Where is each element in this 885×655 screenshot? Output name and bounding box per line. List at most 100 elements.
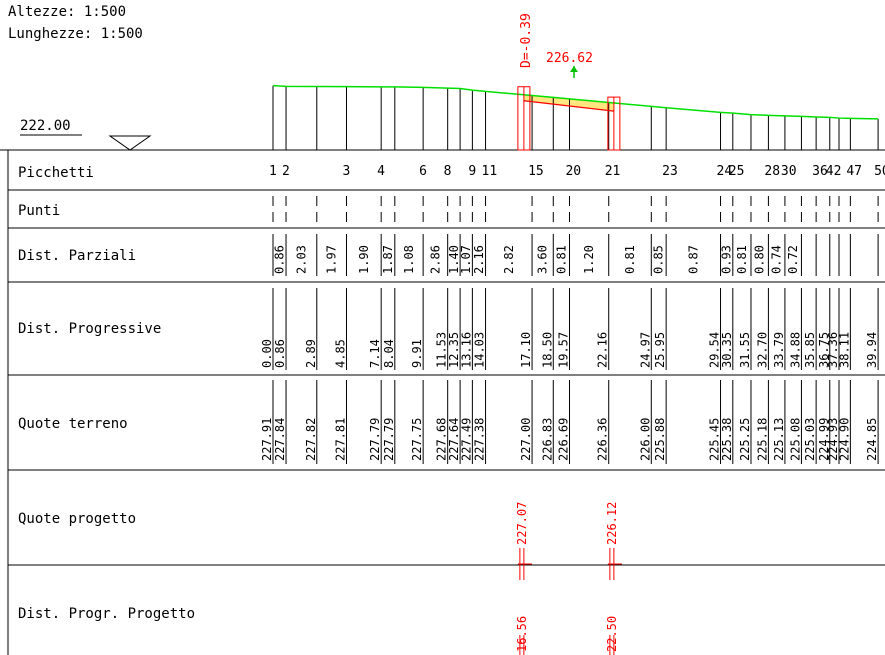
partial-distance-label: 0.81 bbox=[735, 245, 749, 274]
station-prog-label: 19.57 bbox=[556, 332, 570, 368]
station-quota-label: 227.84 bbox=[273, 418, 287, 461]
station-quota-label: 227.38 bbox=[473, 418, 487, 461]
station-quota-label: 225.45 bbox=[708, 418, 722, 461]
picchetto-label: 25 bbox=[729, 164, 745, 179]
station-prog-label: 37.36 bbox=[826, 332, 840, 368]
picchetto-label: 9 bbox=[468, 164, 476, 179]
partial-distance-label: 1.08 bbox=[402, 245, 416, 274]
datum-triangle bbox=[108, 135, 152, 151]
ground-profile-line bbox=[272, 84, 879, 120]
picchetto-label: 1 bbox=[269, 164, 277, 179]
scale-lengths: Lunghezze: 1:500 bbox=[8, 26, 143, 42]
station-quota-label: 227.64 bbox=[447, 418, 461, 461]
station-prog-label: 24.97 bbox=[638, 332, 652, 368]
design-quota-label: 226.12 bbox=[605, 502, 619, 545]
station-prog-label: 9.91 bbox=[410, 339, 424, 368]
picchetto-label: 30 bbox=[781, 164, 797, 179]
station-quota-label: 227.00 bbox=[519, 418, 533, 461]
partial-distance-label: 1.20 bbox=[582, 245, 596, 274]
picchetto-label: 2 bbox=[282, 164, 290, 179]
station-quota-label: 225.08 bbox=[788, 418, 802, 461]
station-quota-label: 224.93 bbox=[826, 418, 840, 461]
station-prog-label: 25.95 bbox=[653, 332, 667, 368]
scale-heights: Altezze: 1:500 bbox=[8, 4, 126, 20]
station-prog-label: 29.54 bbox=[708, 332, 722, 368]
station-quota-label: 227.82 bbox=[304, 418, 318, 461]
design-top-label: 226.62 bbox=[546, 51, 593, 66]
station-prog-label: 32.70 bbox=[755, 332, 769, 368]
picchetto-label: 6 bbox=[419, 164, 427, 179]
partial-distance-label: 0.81 bbox=[623, 245, 637, 274]
station-prog-label: 33.79 bbox=[772, 332, 786, 368]
partial-distance-label: 2.82 bbox=[502, 245, 516, 274]
station-prog-label: 36.75 bbox=[817, 332, 831, 368]
partial-distance-label: 0.72 bbox=[786, 245, 800, 274]
station-quota-label: 227.75 bbox=[410, 418, 424, 461]
partial-distance-label: 1.40 bbox=[447, 245, 461, 274]
station-quota-label: 227.81 bbox=[333, 418, 347, 461]
picchetto-label: 47 bbox=[846, 164, 862, 179]
design-prog-label: 16.56 bbox=[515, 616, 529, 652]
picchetto-label: 24 bbox=[717, 164, 733, 179]
picchetto-label: 3 bbox=[342, 164, 350, 179]
row-label-dist-parziali: Dist. Parziali bbox=[18, 248, 136, 264]
row-label-picchetti: Picchetti bbox=[18, 165, 94, 181]
station-prog-label: 0.86 bbox=[273, 339, 287, 368]
partial-distance-label: 2.16 bbox=[472, 245, 486, 274]
partial-distance-label: 2.03 bbox=[294, 245, 308, 274]
design-fill-area bbox=[523, 94, 614, 112]
row-label-punti: Punti bbox=[18, 203, 60, 219]
partial-distance-label: 1.07 bbox=[459, 245, 473, 274]
station-quota-label: 225.13 bbox=[772, 418, 786, 461]
partial-distance-label: 0.85 bbox=[652, 245, 666, 274]
station-quota-label: 224.99 bbox=[817, 418, 831, 461]
station-quota-label: 226.36 bbox=[596, 418, 610, 461]
picchetto-label: 23 bbox=[662, 164, 678, 179]
row-label-quote-progetto: Quote progetto bbox=[18, 511, 136, 527]
station-quota-label: 225.25 bbox=[738, 418, 752, 461]
station-prog-label: 34.88 bbox=[788, 332, 802, 368]
partial-distance-label: 1.97 bbox=[325, 245, 339, 274]
station-prog-label: 11.53 bbox=[435, 332, 449, 368]
partial-distance-label: 0.74 bbox=[770, 245, 784, 274]
design-prog-label: 22.50 bbox=[605, 616, 619, 652]
partial-distance-label: 1.87 bbox=[381, 245, 395, 274]
station-quota-label: 227.79 bbox=[368, 418, 382, 461]
station-prog-label: 38.11 bbox=[837, 332, 851, 368]
station-quota-label: 225.38 bbox=[720, 418, 734, 461]
station-prog-label: 22.16 bbox=[596, 332, 610, 368]
station-prog-label: 7.14 bbox=[368, 339, 382, 368]
station-prog-label: 14.03 bbox=[473, 332, 487, 368]
station-quota-label: 226.83 bbox=[540, 418, 554, 461]
partial-distance-label: 0.81 bbox=[554, 245, 568, 274]
picchetto-label: 15 bbox=[528, 164, 544, 179]
picchetto-label: 11 bbox=[482, 164, 498, 179]
partial-distance-label: 3.60 bbox=[536, 245, 550, 274]
datum-label: 222.00 bbox=[20, 118, 71, 134]
partial-distance-label: 0.93 bbox=[720, 245, 734, 274]
design-quota-label: 227.07 bbox=[515, 502, 529, 545]
station-prog-label: 31.55 bbox=[738, 332, 752, 368]
partial-distance-label: 0.87 bbox=[686, 245, 700, 274]
station-prog-label: 2.89 bbox=[304, 339, 318, 368]
station-quota-label: 225.88 bbox=[653, 418, 667, 461]
station-quota-label: 225.18 bbox=[755, 418, 769, 461]
row-label-dist-progr-progetto: Dist. Progr. Progetto bbox=[18, 606, 195, 622]
station-prog-label: 39.94 bbox=[865, 332, 879, 368]
station-quota-label: 225.03 bbox=[803, 418, 817, 461]
station-prog-label: 35.85 bbox=[803, 332, 817, 368]
station-prog-label: 4.85 bbox=[333, 339, 347, 368]
station-prog-label: 8.04 bbox=[382, 339, 396, 368]
picchetto-label: 8 bbox=[444, 164, 452, 179]
station-quota-label: 224.85 bbox=[865, 418, 879, 461]
row-label-dist-progressive: Dist. Progressive bbox=[18, 321, 161, 337]
picchetto-label: 36 bbox=[812, 164, 828, 179]
station-prog-label: 17.10 bbox=[519, 332, 533, 368]
picchetto-label: 21 bbox=[605, 164, 621, 179]
row-label-quote-terreno: Quote terreno bbox=[18, 416, 128, 432]
station-quota-label: 227.91 bbox=[260, 418, 274, 461]
station-prog-label: 12.35 bbox=[447, 332, 461, 368]
station-prog-label: 18.50 bbox=[540, 332, 554, 368]
picchetto-label: 28 bbox=[764, 164, 780, 179]
